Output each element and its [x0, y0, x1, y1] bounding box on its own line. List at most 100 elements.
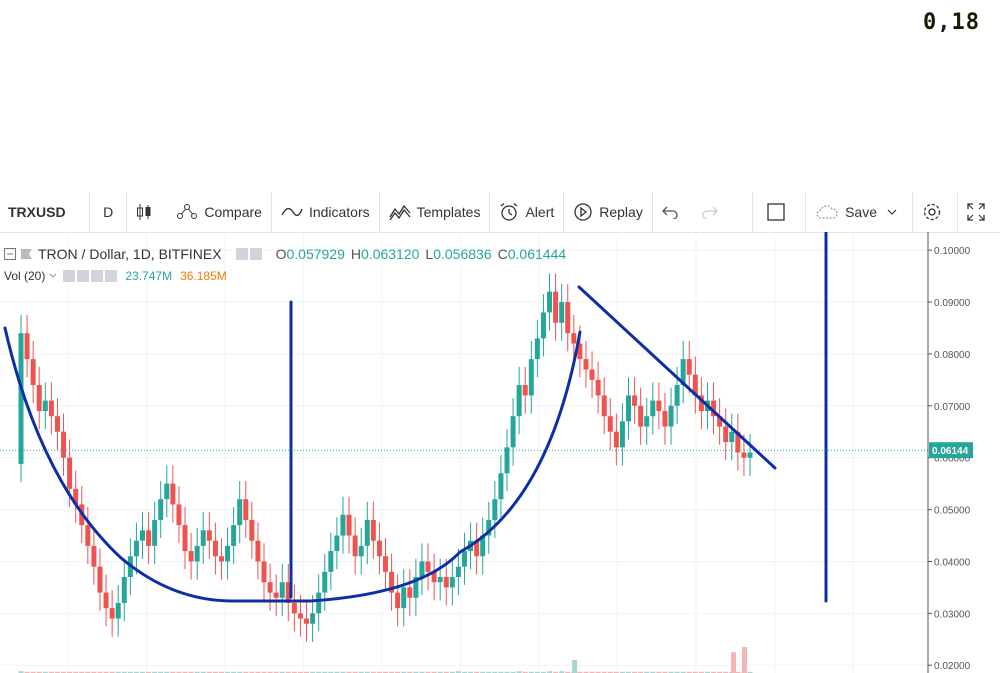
candle: [206, 530, 212, 541]
replay-button[interactable]: Replay: [564, 192, 653, 232]
series-title: TRON / Dollar, 1D, BITFINEX: [38, 246, 222, 262]
volume-bar: [638, 671, 644, 673]
candle: [291, 602, 297, 614]
volume-bar: [528, 671, 534, 673]
volume-bar: [723, 671, 729, 673]
candle: [583, 359, 589, 370]
candle: [30, 359, 36, 386]
collapse-icon[interactable]: [4, 248, 16, 260]
fullscreen-button[interactable]: [958, 192, 1000, 232]
candle: [146, 530, 152, 546]
chevron-down-icon: [887, 209, 897, 215]
replay-label: Replay: [599, 204, 643, 220]
templates-label: Templates: [416, 204, 481, 220]
chart-toolbar: TRXUSD D Compare Indicators Templates Al…: [0, 192, 1000, 233]
candle: [425, 561, 431, 572]
chart-style-button[interactable]: [127, 192, 167, 232]
candle: [261, 561, 267, 583]
price-tick-label: 0.08000: [934, 350, 971, 361]
candle: [668, 405, 674, 427]
undo-button[interactable]: [653, 192, 693, 232]
candle: [419, 561, 425, 578]
volume-bar: [109, 671, 115, 673]
candle: [595, 379, 601, 396]
volume-value-2: 36.185M: [180, 269, 227, 283]
candle: [486, 519, 492, 536]
eye-icon[interactable]: [63, 270, 76, 282]
redo-button[interactable]: [693, 192, 754, 232]
alert-button[interactable]: Alert: [490, 192, 565, 232]
volume-bar: [18, 671, 24, 673]
volume-bar: [352, 671, 358, 673]
templates-icon: [389, 204, 411, 221]
volume-bar: [255, 671, 261, 673]
candle: [626, 395, 631, 422]
candle: [225, 545, 231, 562]
plus-icon[interactable]: [91, 270, 104, 282]
volume-bar: [67, 671, 73, 673]
candle: [340, 514, 346, 536]
volume-bar: [370, 671, 376, 673]
volume-bar: [61, 671, 67, 673]
cup-curve: [3, 326, 582, 603]
volume-bar: [176, 671, 182, 673]
volume-bar: [516, 671, 522, 673]
volume-bar: [237, 671, 243, 673]
volume-bar-spike: [731, 652, 737, 673]
candle: [680, 359, 686, 386]
close-icon[interactable]: [105, 270, 118, 282]
save-button[interactable]: Save: [806, 192, 913, 232]
candle: [322, 571, 328, 593]
candle: [632, 395, 638, 406]
settings-small-icon[interactable]: [249, 248, 262, 260]
volume-bar: [613, 671, 619, 673]
candle: [698, 395, 704, 411]
interval-button[interactable]: D: [90, 192, 128, 232]
price-tick-label: 0.04000: [934, 557, 971, 568]
volume-bar: [212, 671, 218, 673]
volume-bar: [376, 671, 382, 673]
volume-bar: [328, 671, 334, 673]
volume-bar: [413, 671, 419, 673]
candle: [73, 488, 79, 505]
volume-bar: [474, 671, 480, 673]
volume-bar: [492, 671, 498, 673]
volume-bar: [48, 671, 54, 673]
candle: [54, 416, 60, 432]
candle: [218, 556, 224, 562]
chart-area[interactable]: 0.10000 0.09000 0.08000 0.07000 0.06000 0.050…: [0, 232, 1000, 673]
eye-icon[interactable]: [235, 248, 248, 260]
volume-bar: [279, 671, 285, 673]
volume-bar: [304, 671, 310, 673]
last-price-label: 0.06144: [932, 446, 969, 457]
candle: [383, 556, 388, 572]
volume-bar: [510, 671, 516, 673]
candle: [656, 400, 662, 411]
volume-bar: [717, 671, 723, 673]
volume-bar: [24, 671, 30, 673]
volume-bar: [285, 671, 291, 673]
volume-bar: [243, 671, 249, 673]
volume-bar: [188, 671, 194, 673]
volume-bar: [644, 671, 650, 673]
candle: [61, 431, 67, 458]
volume-bar: [79, 671, 85, 673]
settings-small-icon[interactable]: [77, 270, 90, 282]
fullscreen-chart-button[interactable]: [753, 192, 807, 232]
symbol-search-button[interactable]: TRXUSD: [0, 192, 90, 232]
candle: [85, 525, 91, 546]
low-value: 0.056836: [433, 246, 492, 262]
candle: [674, 385, 680, 406]
candle: [200, 530, 206, 546]
indicators-button[interactable]: Indicators: [272, 192, 380, 232]
volume-bar: [36, 671, 42, 673]
candle: [589, 369, 595, 380]
volume-bar: [650, 671, 656, 673]
candle: [133, 540, 139, 557]
chevron-down-icon: [50, 273, 57, 278]
compare-button[interactable]: Compare: [167, 192, 272, 232]
volume-bar: [553, 671, 559, 673]
settings-button[interactable]: [913, 192, 958, 232]
volume-bar: [425, 671, 431, 673]
templates-button[interactable]: Templates: [380, 192, 491, 232]
